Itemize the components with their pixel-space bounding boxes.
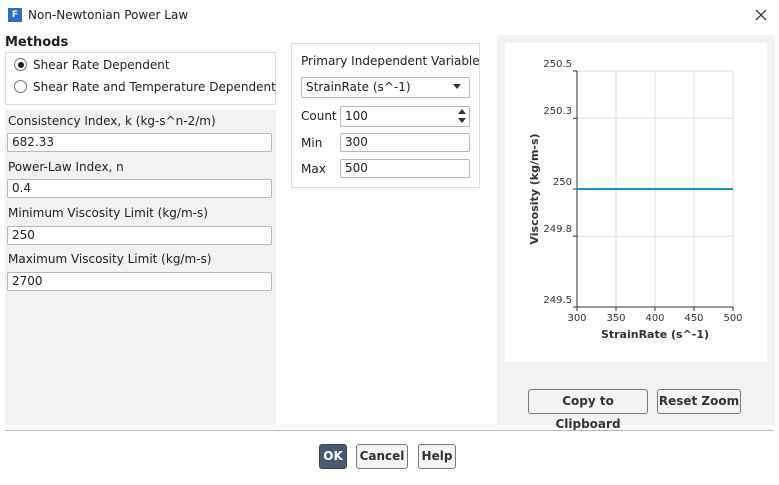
chart: StrainRate (s^-1) Viscosity (kg/m-s) 249… [505,43,767,362]
copy-button[interactable]: Copy to Clipboard [528,389,648,431]
methods-box [5,52,276,105]
dropdown[interactable]: StrainRate (s^-1) [301,77,470,98]
count-label: Count [301,109,337,123]
ok-button[interactable]: OK [319,444,347,469]
text-input[interactable]: 682.33 [7,133,272,152]
x-axis-label: StrainRate (s^-1) [601,328,709,341]
settings-heading: Primary Independent Variable [301,54,480,68]
text-input[interactable]: 500 [340,159,470,178]
radio-label[interactable]: Shear Rate and Temperature Dependent [33,80,276,94]
y-tick-label: 250.3 [543,106,572,117]
radio-dot [17,61,24,68]
y-tick-label: 249.8 [543,224,572,235]
x-tick-label: 350 [606,313,625,324]
field-label: Consistency Index, k (kg-s^n-2/m) [8,114,216,128]
x-tick-label: 450 [684,313,703,324]
text-input[interactable]: 300 [340,133,470,152]
radio[interactable] [14,58,27,71]
spin-arrows[interactable] [457,107,467,125]
dropdown-arrow [453,84,461,89]
text-input[interactable]: 250 [7,226,272,245]
help-button[interactable]: Help [418,444,456,469]
separator [5,430,774,431]
field-label: Power-Law Index, n [8,160,124,174]
x-tick-label: 400 [645,313,664,324]
x-tick-label: 500 [723,313,742,324]
reset-zoom-button[interactable]: Reset Zoom [657,389,741,414]
min-label: Min [301,136,323,150]
close-button[interactable] [754,8,768,22]
text-input[interactable]: 2700 [7,272,272,291]
max-label: Max [301,162,326,176]
fields-panel [5,110,276,425]
methods-heading: Methods [5,35,69,50]
spin-input[interactable]: 100 [340,106,470,127]
y-tick-label: 249.5 [543,295,572,306]
text-input[interactable]: 0.4 [7,179,272,198]
y-axis-label: Viscosity (kg/m-s) [528,133,541,244]
plot-settings-box [291,43,480,188]
radio-label[interactable]: Shear Rate Dependent [33,58,170,72]
x-tick-label: 300 [567,313,586,324]
field-label: Maximum Viscosity Limit (kg/m-s) [8,252,212,266]
radio[interactable] [14,80,27,93]
window-title: Non-Newtonian Power Law [28,8,189,22]
y-tick-label: 250 [553,177,572,188]
field-label: Minimum Viscosity Limit (kg/m-s) [8,206,208,220]
y-tick-label: 250.5 [543,59,572,70]
app-icon: F [8,8,22,22]
cancel-button[interactable]: Cancel [356,444,408,469]
